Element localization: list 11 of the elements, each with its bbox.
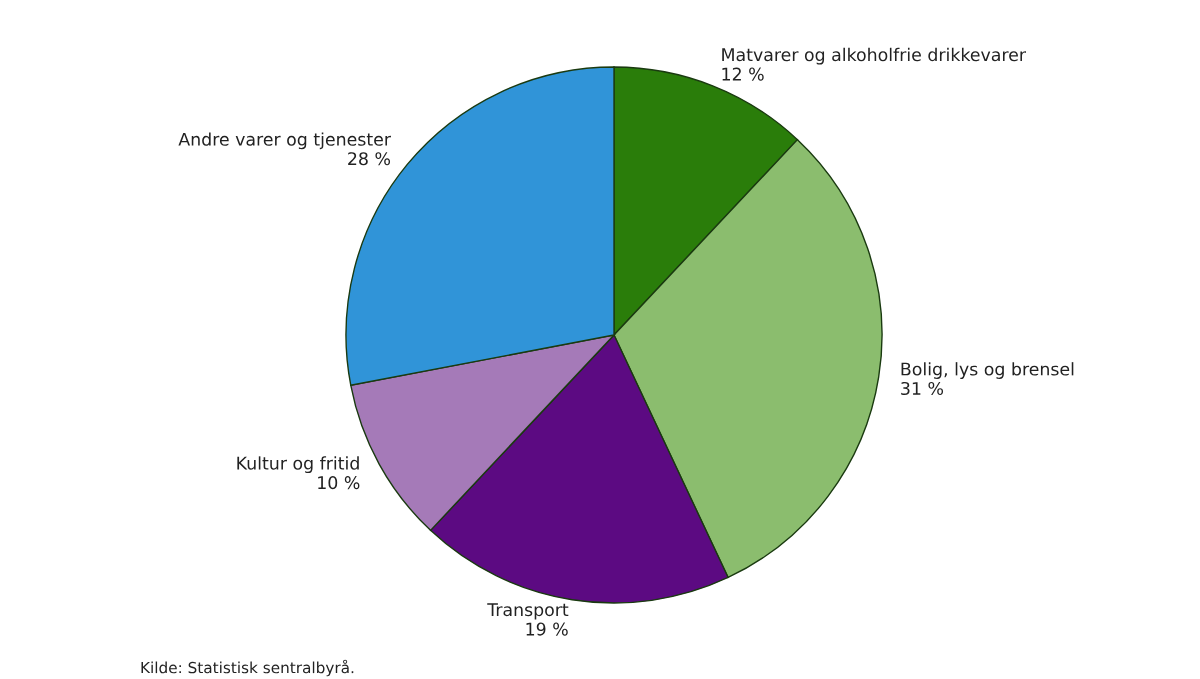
slice-label: Transport <box>487 603 569 620</box>
data-label: 12 % <box>722 67 764 81</box>
slice-label: Kultur og fritid <box>237 456 359 474</box>
slice-label: Andre varer og tjenester <box>178 132 391 150</box>
data-label: 31 % <box>901 381 944 396</box>
data-label: 10 % <box>318 476 360 490</box>
text: Kilde: Statistisk sentralbyrå. <box>141 659 354 677</box>
slice-label: Matvarer og alkoholfrie drikkevarer <box>722 47 1026 65</box>
data-label: 28 % <box>348 152 391 166</box>
slice-label: Bolig, lys og brensel <box>901 362 1074 379</box>
data-label: 19 % <box>526 622 568 636</box>
